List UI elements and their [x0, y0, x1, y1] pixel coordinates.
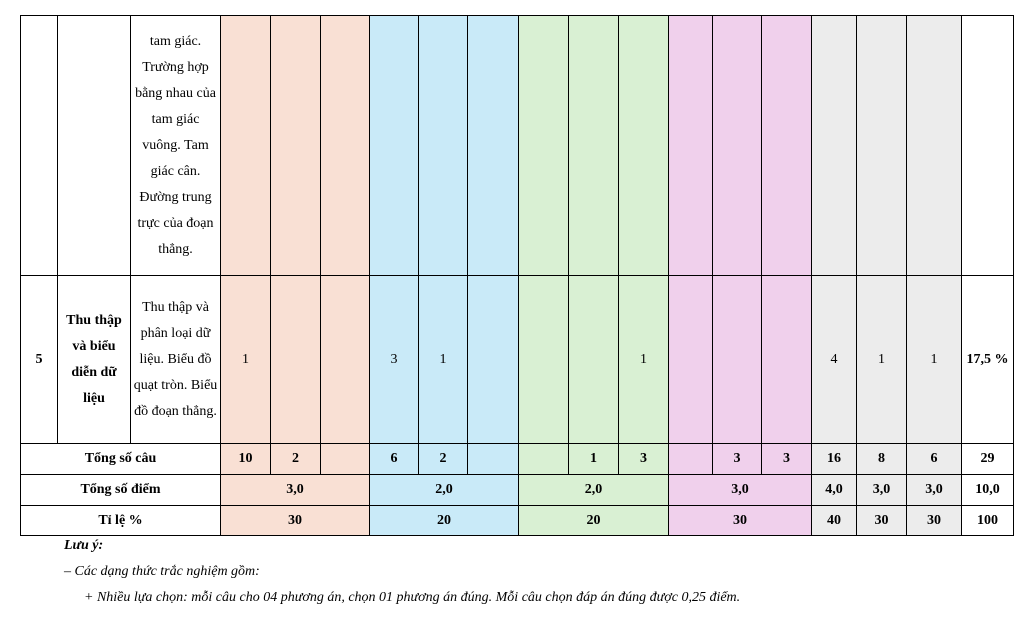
assessment-matrix-table: tam giác. Trường hợp bằng nhau của tam g…: [20, 15, 1014, 536]
value-cell: 3: [761, 443, 812, 475]
value-cell: 16: [811, 443, 857, 475]
value-cell: 4,0: [811, 474, 857, 506]
value-cell: [811, 15, 857, 276]
value-cell: [220, 15, 271, 276]
value-cell: 3,0: [856, 474, 907, 506]
value-cell: 30: [856, 505, 907, 536]
value-cell: 2: [270, 443, 321, 475]
value-cell: 30: [906, 505, 962, 536]
row-label: Tổng số điểm: [20, 474, 221, 506]
group-value-cell: 3,0: [668, 474, 812, 506]
value-cell: 1: [618, 275, 669, 444]
group-value-cell: 2,0: [518, 474, 669, 506]
group-value-cell: 2,0: [369, 474, 519, 506]
value-cell: 3: [369, 275, 419, 444]
value-cell: [467, 15, 519, 276]
row-label: Tỉ lệ %: [20, 505, 221, 536]
topic-index: [20, 15, 58, 276]
value-cell: [568, 15, 619, 276]
table-row: 5 Thu thập và biểu diễn dữ liệu Thu thập v…: [20, 275, 1014, 444]
value-cell: [761, 275, 812, 444]
notes-title: Lưu ý:: [64, 538, 104, 553]
value-cell: [518, 15, 569, 276]
topic-index: 5: [20, 275, 58, 444]
value-cell: [568, 275, 619, 444]
topic-content: tam giác. Trường hợp bằng nhau của tam g…: [130, 15, 221, 276]
value-cell: [518, 443, 569, 475]
value-cell: [618, 15, 669, 276]
value-cell: 17,5 %: [961, 275, 1014, 444]
total-questions-row: Tổng số câu 10 2 6 2 1 3 3 3 16 8 6 29: [20, 443, 1014, 475]
group-value-cell: 20: [369, 505, 519, 536]
value-cell: [668, 275, 713, 444]
notes-line-1: – Các dạng thức trắc nghiệm gồm:: [64, 564, 260, 579]
value-cell: 40: [811, 505, 857, 536]
total-points-row: Tổng số điểm 3,0 2,0 2,0 3,0 4,0 3,0 3,0 10,0: [20, 474, 1014, 506]
value-cell: [320, 15, 370, 276]
value-cell: 3,0: [906, 474, 962, 506]
table-row: tam giác. Trường hợp bằng nhau của tam g…: [20, 15, 1014, 276]
value-cell: 3: [618, 443, 669, 475]
value-cell: [712, 275, 762, 444]
value-cell: [320, 275, 370, 444]
value-cell: 6: [369, 443, 419, 475]
value-cell: [270, 275, 321, 444]
value-cell: 1: [220, 275, 271, 444]
value-cell: [467, 275, 519, 444]
value-cell: 29: [961, 443, 1014, 475]
value-cell: [761, 15, 812, 276]
group-value-cell: 3,0: [220, 474, 370, 506]
value-cell: [518, 275, 569, 444]
value-cell: [668, 443, 713, 475]
value-cell: 100: [961, 505, 1014, 536]
value-cell: 2: [418, 443, 468, 475]
value-cell: 1: [568, 443, 619, 475]
value-cell: [668, 15, 713, 276]
value-cell: [369, 15, 419, 276]
topic-name: Thu thập và biểu diễn dữ liệu: [57, 275, 131, 444]
group-value-cell: 30: [220, 505, 370, 536]
topic-name: [57, 15, 131, 276]
value-cell: [270, 15, 321, 276]
value-cell: [418, 15, 468, 276]
value-cell: 1: [906, 275, 962, 444]
value-cell: [467, 443, 519, 475]
value-cell: 6: [906, 443, 962, 475]
value-cell: 4: [811, 275, 857, 444]
value-cell: [320, 443, 370, 475]
ratio-row: Tỉ lệ % 30 20 20 30 40 30 30 100: [20, 505, 1014, 536]
value-cell: [961, 15, 1014, 276]
value-cell: 3: [712, 443, 762, 475]
group-value-cell: 20: [518, 505, 669, 536]
value-cell: 10,0: [961, 474, 1014, 506]
value-cell: 1: [418, 275, 468, 444]
row-label: Tổng số câu: [20, 443, 221, 475]
value-cell: [856, 15, 907, 276]
value-cell: [712, 15, 762, 276]
topic-content: Thu thập và phân loại dữ liệu. Biểu đồ q…: [130, 275, 221, 444]
group-value-cell: 30: [668, 505, 812, 536]
notes-line-2: + Nhiều lựa chọn: mỗi câu cho 04 phương …: [84, 590, 741, 605]
notes: Lưu ý: – Các dạng thức trắc nghiệm gồm: …: [64, 536, 740, 614]
value-cell: [906, 15, 962, 276]
value-cell: 1: [856, 275, 907, 444]
value-cell: 10: [220, 443, 271, 475]
value-cell: 8: [856, 443, 907, 475]
